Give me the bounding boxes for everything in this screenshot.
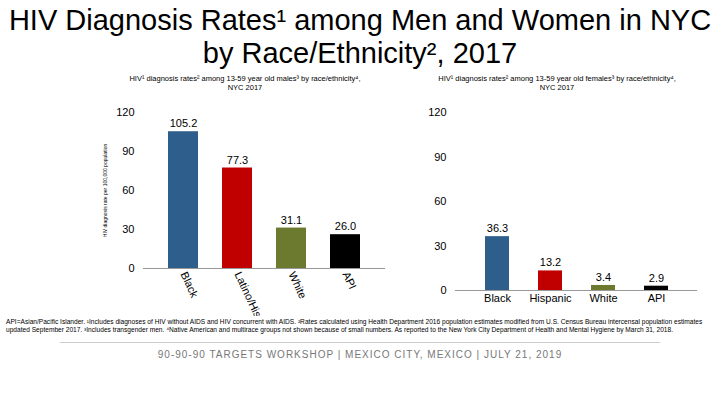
- svg-text:White: White: [589, 292, 617, 304]
- svg-text:77.3: 77.3: [227, 154, 248, 166]
- html-text:HIV Diagnosis Rates¹ among Men: HIV Diagnosis Rates¹ among Men and Women…: [8, 4, 712, 69]
- svg-text:Latino/Hispanic: Latino/Hispanic: [232, 270, 275, 316]
- html-text:HIV¹ diagnosis rates² among 13: HIV¹ diagnosis rates² among 13-59 year o…: [129, 74, 361, 92]
- svg-text:120: 120: [116, 106, 134, 118]
- svg-text:120: 120: [428, 106, 446, 118]
- svg-text:90: 90: [122, 145, 134, 157]
- svg-text:API: API: [340, 270, 358, 291]
- svg-text:26.0: 26.0: [335, 220, 356, 232]
- svg-text:30: 30: [434, 240, 446, 252]
- svg-text:105.2: 105.2: [170, 117, 198, 129]
- svg-text:90: 90: [434, 151, 446, 163]
- svg-text:60: 60: [122, 184, 134, 196]
- svg-text:0: 0: [128, 262, 134, 274]
- html-text:HIV¹ diagnosis rates² among 13: HIV¹ diagnosis rates² among 13-59 year o…: [438, 74, 676, 92]
- svg-text:0: 0: [440, 284, 446, 296]
- svg-text:30: 30: [122, 223, 134, 235]
- svg-text:API: API: [648, 292, 666, 304]
- svg-text:Hispanic: Hispanic: [529, 292, 572, 304]
- svg-text:36.3: 36.3: [487, 222, 508, 234]
- svg-text:Black: Black: [178, 270, 200, 300]
- html-text:90-90-90 TARGETS WORKSHOP | ME: 90-90-90 TARGETS WORKSHOP | MEXICO CITY,…: [157, 349, 563, 360]
- svg-text:31.1: 31.1: [281, 214, 302, 226]
- svg-text:HIV diagnosis rate per 100,000: HIV diagnosis rate per 100,000 populatio…: [102, 144, 108, 238]
- svg-text:60: 60: [434, 195, 446, 207]
- svg-text:Black: Black: [484, 292, 511, 304]
- svg-text:2.9: 2.9: [649, 272, 664, 284]
- svg-text:White: White: [286, 270, 309, 301]
- svg-text:3.4: 3.4: [596, 271, 611, 283]
- html-text:API=Asian/Pacific Islander. ¹I: API=Asian/Pacific Islander. ¹Includes di…: [6, 318, 703, 333]
- svg-text:13.2: 13.2: [540, 256, 561, 268]
